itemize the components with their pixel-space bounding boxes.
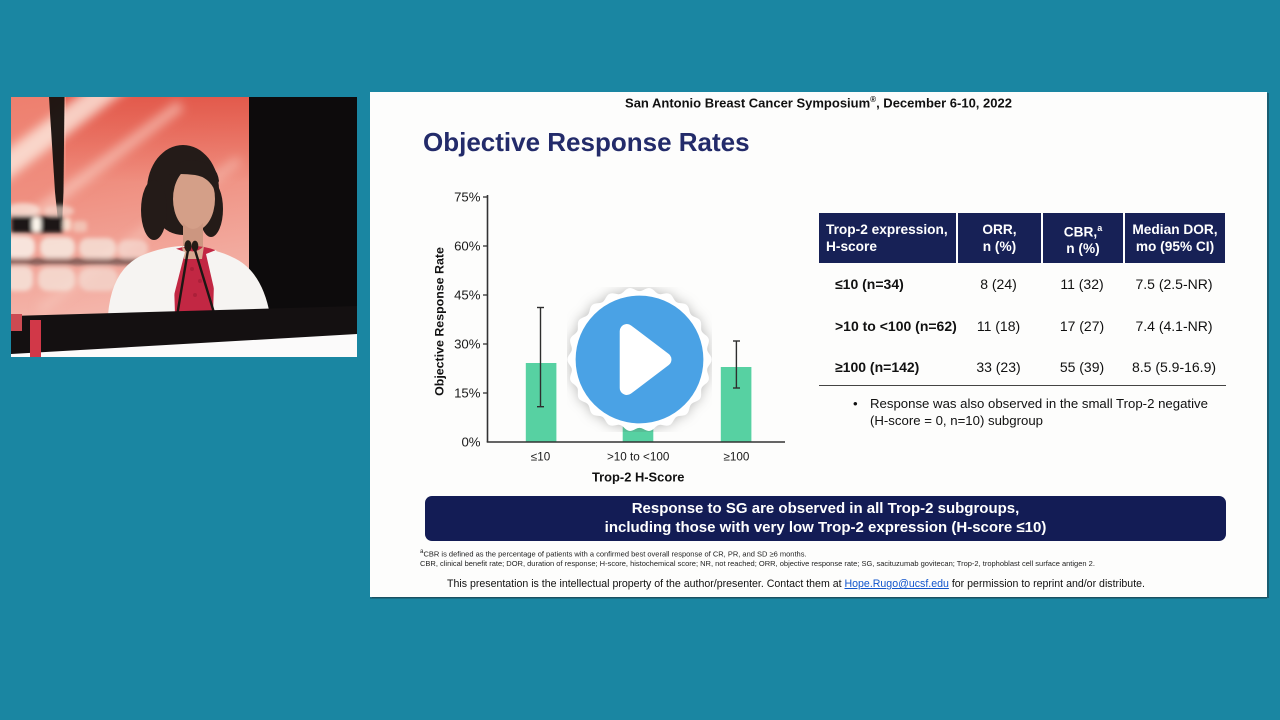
svg-text:Trop-2 H-Score: Trop-2 H-Score <box>592 470 684 485</box>
svg-text:15%: 15% <box>454 386 481 401</box>
svg-text:≤10: ≤10 <box>531 451 551 464</box>
svg-text:75%: 75% <box>454 190 481 205</box>
svg-text:0%: 0% <box>461 435 480 450</box>
svg-text:≥100: ≥100 <box>723 451 749 464</box>
svg-text:>10 to <100: >10 to <100 <box>607 451 670 464</box>
svg-text:45%: 45% <box>454 288 481 303</box>
svg-text:60%: 60% <box>454 239 481 254</box>
svg-text:30%: 30% <box>454 337 481 352</box>
svg-text:Objective Response Rate: Objective Response Rate <box>433 247 447 396</box>
